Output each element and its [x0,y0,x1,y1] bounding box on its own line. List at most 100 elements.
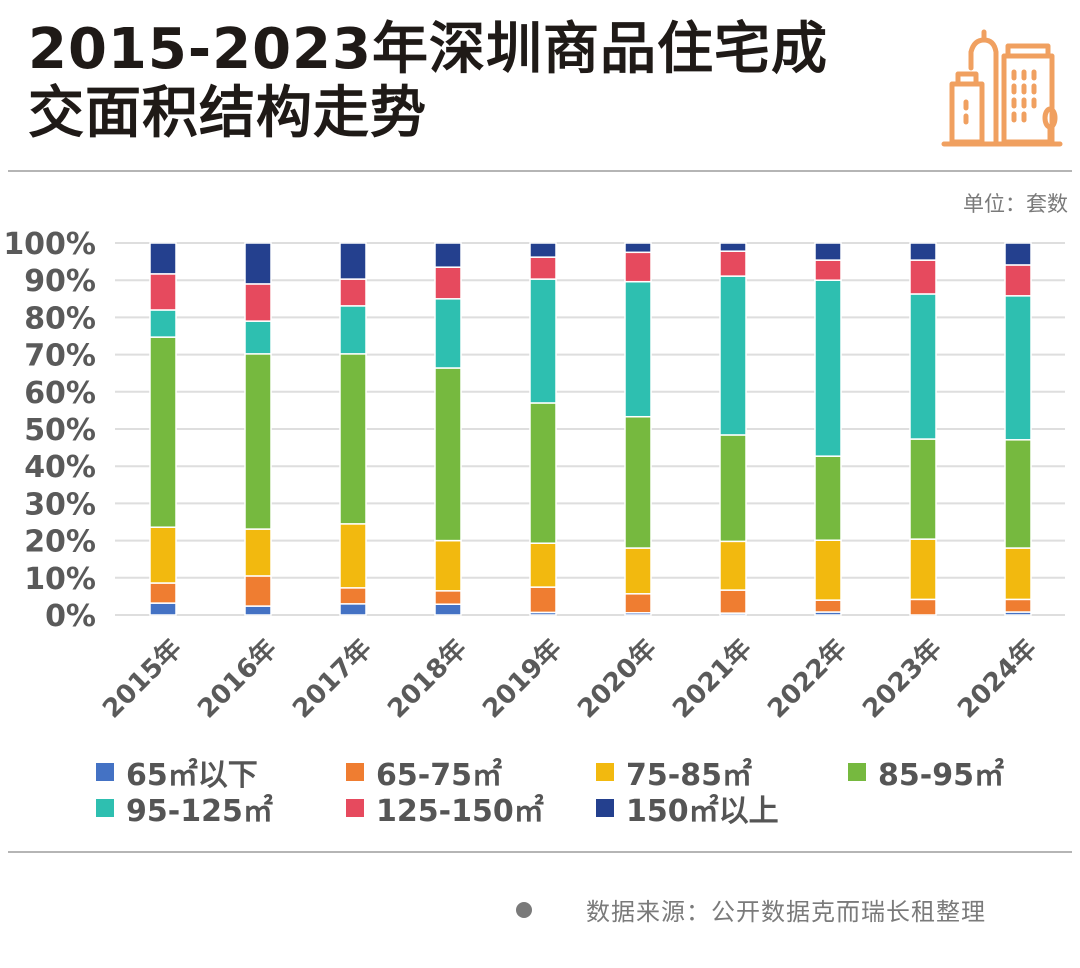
x-tick-label: 2019年 [476,633,567,724]
bar-segment [149,602,177,616]
x-tick-label: 2023年 [856,633,947,724]
title-line-1: 2015-2023年深圳商品住宅成 [28,17,828,82]
bar-stack [1004,242,1032,616]
bar-segment [719,589,747,614]
bar-stack [909,242,937,616]
legend-item: 150㎡以上 [596,788,779,829]
source-text: 数据来源：公开数据克而瑞长租整理 [586,898,986,926]
bar-segment [339,278,367,307]
y-tick-label: 20% [24,525,96,560]
bar-stack [339,242,367,616]
legend-label: 65㎡以下 [126,758,258,793]
bar-segment [1004,547,1032,601]
bar-segment [1004,295,1032,441]
bar-segment [624,547,652,595]
bar-segment [244,528,272,577]
bar-segment [814,539,842,601]
bar-segment [814,242,842,261]
x-tick-label: 2021年 [666,633,757,724]
bar-segment [624,242,652,254]
legend-label: 85-95㎡ [878,758,1004,793]
legend-swatch-icon [596,799,614,817]
bar-segment [814,599,842,613]
bar-segment [529,278,557,404]
y-tick-label: 60% [24,376,96,411]
bar-segment [1004,598,1032,613]
legend-label: 75-85㎡ [626,758,752,793]
x-tick-label: 2024年 [951,633,1042,724]
bar-stack [719,242,747,616]
legend-item: 125-150㎡ [346,788,544,829]
bar-segment [909,438,937,540]
legend-label: 95-125㎡ [126,794,273,829]
y-tick-label: 100% [3,227,96,262]
bar-segment [909,242,937,261]
bar-segment [434,603,462,616]
legend-swatch-icon [96,763,114,781]
y-tick-label: 90% [24,264,96,299]
bar-segment [1004,242,1032,266]
bar-segment [909,538,937,601]
bar-segment [434,367,462,542]
bar-segment [244,242,272,285]
x-tick-label: 2022年 [761,633,852,724]
bar-segment [149,273,177,311]
stacked-bar-chart: 0%10%20%30%40%50%60%70%80%90%100% 2015年 2… [3,227,1065,725]
bar-segment [149,309,177,338]
x-axis-ticks: 2015年 2016年 2017年 2018年 2019年 2020年 2021年 2022年… [96,633,1042,724]
legend-label: 150㎡以上 [626,794,779,829]
bar-segment [529,402,557,544]
legend-swatch-icon [848,763,866,781]
bar-segment [814,259,842,281]
bar-segment [339,603,367,616]
bar-segment [149,242,177,275]
bar-segment [434,590,462,605]
y-tick-label: 80% [24,301,96,336]
bar-segment [529,586,557,614]
bar-segment [814,279,842,457]
bar-stack [244,242,272,616]
bar-segment [624,280,652,418]
y-tick-label: 10% [24,562,96,597]
x-tick-label: 2017年 [286,633,377,724]
legend-item: 65-75㎡ [346,752,502,793]
bar-segment [624,251,652,283]
bar-segment [909,259,937,295]
bar-segment [244,605,272,616]
chart-title: 2015-2023年深圳商品住宅成 交面积结构走势 [28,18,908,146]
legend-label: 65-75㎡ [376,758,502,793]
bar-segment [149,582,177,604]
bar-segment [244,320,272,355]
bullet-dot-icon [516,901,532,918]
title-line-2: 交面积结构走势 [28,81,427,146]
legend-label: 125-150㎡ [376,794,544,829]
bar-segment [719,540,747,591]
legend-swatch-icon [596,763,614,781]
bar-segment [1004,264,1032,297]
bar-segment [339,242,367,280]
bar-segment [434,539,462,592]
y-tick-label: 70% [24,339,96,374]
bar-segment [339,353,367,525]
y-axis-ticks: 0%10%20%30%40%50%60%70%80%90%100% [3,227,96,634]
gridlines [115,242,1065,616]
legend-swatch-icon [96,799,114,817]
bar-segment [339,523,367,589]
bar-segment [529,542,557,588]
bar-segment [434,298,462,369]
bar-segment [719,250,747,277]
unit-label: 单位：套数 [963,192,1068,216]
bar-segment [434,266,462,300]
bar-segment [244,353,272,530]
bar-segment [149,526,177,584]
legend-swatch-icon [346,799,364,817]
footer-divider [8,851,1072,853]
bar-segment [1004,439,1032,549]
bar-segment [624,593,652,614]
x-tick-label: 2015年 [96,633,187,724]
bar-segment [909,293,937,440]
bar-stack [624,242,652,616]
legend-item: 75-85㎡ [596,752,752,793]
bar-segment [719,275,747,436]
city-buildings-icon [941,29,1063,147]
